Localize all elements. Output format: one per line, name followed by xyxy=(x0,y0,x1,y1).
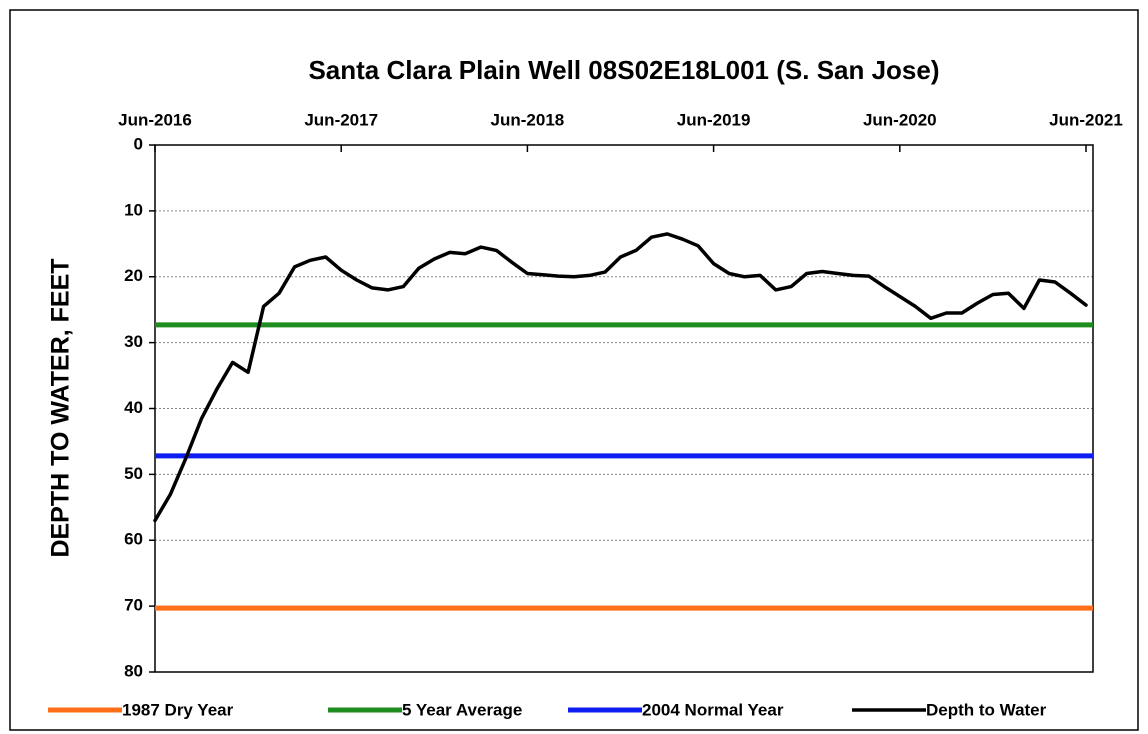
y-tick-label: 60 xyxy=(124,530,143,549)
y-tick-label: 10 xyxy=(124,200,143,219)
data-line xyxy=(153,232,1088,523)
y-tick-label: 30 xyxy=(124,332,143,351)
legend-label: 5 Year Average xyxy=(402,700,522,719)
x-tick-label: Jun-2021 xyxy=(1049,110,1123,129)
legend-label: Depth to Water xyxy=(926,700,1047,719)
y-tick-label: 80 xyxy=(124,661,143,680)
chart-title: Santa Clara Plain Well 08S02E18L001 (S. … xyxy=(308,55,939,85)
x-tick-label: Jun-2019 xyxy=(677,110,751,129)
legend-label: 1987 Dry Year xyxy=(122,700,234,719)
plot-area xyxy=(154,144,1094,673)
x-tick-label: Jun-2020 xyxy=(863,110,937,129)
x-tick-label: Jun-2018 xyxy=(491,110,565,129)
x-tick-label: Jun-2017 xyxy=(304,110,378,129)
y-tick-label: 0 xyxy=(134,134,143,153)
x-tick-label: Jun-2016 xyxy=(118,110,192,129)
y-tick-label: 20 xyxy=(124,266,143,285)
legend-label: 2004 Normal Year xyxy=(642,700,784,719)
y-tick-label: 50 xyxy=(124,464,143,483)
y-axis-title: DEPTH TO WATER, FEET xyxy=(47,258,75,557)
y-tick-label: 70 xyxy=(124,596,143,615)
y-tick-label: 40 xyxy=(124,398,143,417)
